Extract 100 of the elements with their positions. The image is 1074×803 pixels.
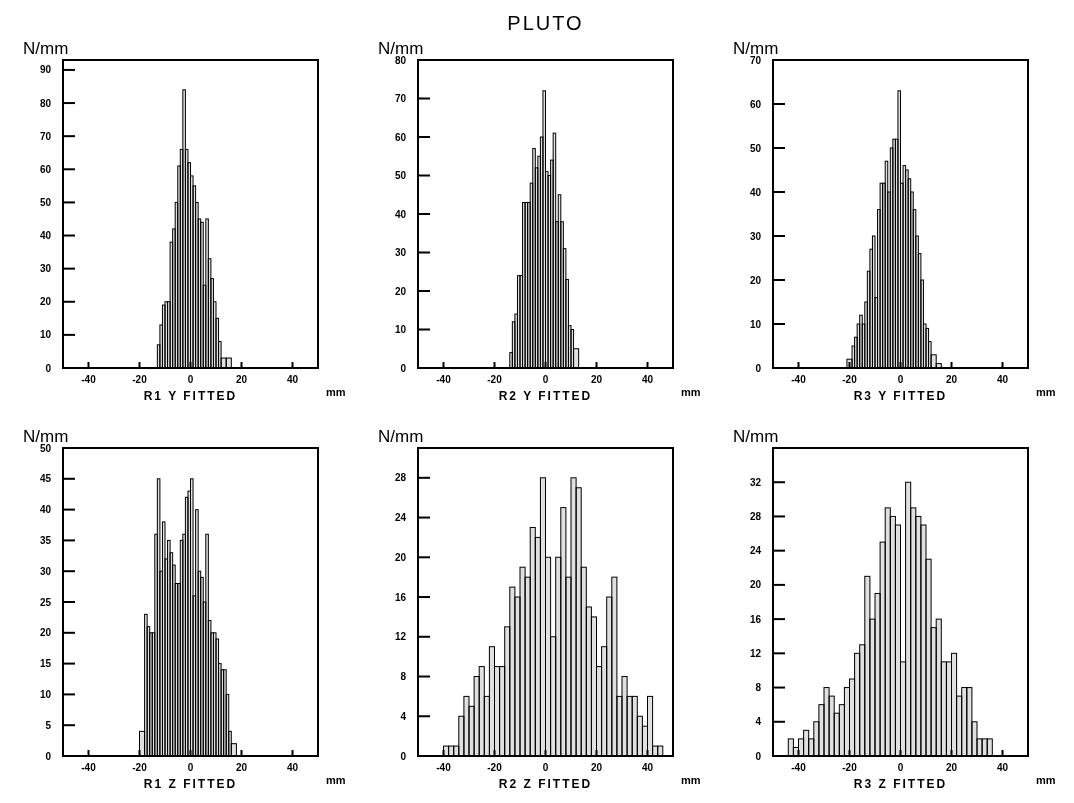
y-tick-label: 28 [394,472,407,484]
y-tick-label: 80 [39,97,52,109]
x-tick-label: 0 [187,374,194,385]
x-axis-title: R3 Z FITTED [853,777,948,791]
x-tick-label: -20 [487,374,503,385]
y-tick-label: 20 [394,285,407,297]
y-tick-label: 8 [400,671,407,683]
text: mm [1036,774,1056,786]
y-tick-label: 20 [749,579,762,591]
y-tick-label: 50 [39,196,52,208]
y-tick-label: 0 [755,362,762,374]
y-tick-label: 70 [39,130,52,142]
x-tick-label: -40 [791,374,807,385]
x-tick-label: -20 [487,762,503,773]
y-tick-label: 10 [39,688,52,700]
y-tick-label: 0 [400,362,407,374]
y-tick-label: 50 [394,170,407,181]
y-tick-label: 28 [749,510,762,522]
y-tick-label: 4 [400,710,407,722]
x-tick-label: 20 [590,374,603,385]
x-tick-label: 40 [286,374,299,385]
y-tick-label: 24 [394,512,407,524]
y-tick-label: 20 [39,627,52,639]
x-tick-label: 0 [897,762,904,773]
y-tick-label: 25 [39,596,52,608]
y-tick-label: 30 [749,230,762,242]
x-tick-label: -20 [132,762,148,773]
y-tick-label: 45 [39,473,52,485]
y-tick-label: 40 [39,230,52,242]
y-tick-label: 15 [39,658,52,670]
y-tick-label: 50 [39,442,52,454]
x-tick-label: 40 [286,762,299,773]
y-tick-label: 20 [39,296,52,308]
x-axis-title: R1 Z FITTED [143,777,238,791]
y-tick-label: 90 [39,64,52,76]
text: mm [681,774,701,786]
y-tick-label: 60 [39,163,52,175]
x-tick-label: 0 [542,374,549,385]
y-tick-label: 12 [394,631,407,643]
y-axis-title: N/mm [378,427,424,446]
y-tick-label: 16 [749,613,762,625]
x-tick-label: -40 [436,374,452,385]
y-axis-title: N/mm [23,39,69,58]
x-tick-label: -40 [791,762,807,773]
y-tick-label: 35 [39,534,52,546]
x-tick-label: 40 [641,374,654,385]
x-tick-label: 40 [996,374,1009,385]
chart-title: PLUTO [507,12,584,34]
y-tick-label: 30 [394,247,407,258]
x-tick-label: -20 [842,762,858,773]
x-tick-label: 40 [641,762,654,773]
x-tick-label: -40 [81,374,97,385]
x-axis-title: R2 Z FITTED [498,777,593,791]
x-tick-label: 20 [235,374,248,385]
y-tick-label: 5 [45,719,52,731]
y-tick-label: 32 [749,476,762,488]
y-axis-title: N/mm [733,427,779,446]
x-tick-label: -40 [81,762,97,773]
y-tick-label: 40 [749,186,762,198]
y-tick-label: 8 [755,682,762,694]
y-tick-label: 60 [749,98,762,110]
x-tick-label: 0 [187,762,194,773]
x-tick-label: -20 [132,374,148,385]
x-tick-label: -20 [842,374,858,385]
x-tick-label: 0 [897,374,904,385]
y-tick-label: 40 [39,504,52,516]
y-tick-label: 20 [394,551,407,563]
text: mm [326,386,346,398]
y-tick-label: 16 [394,591,407,603]
x-axis-title: R2 Y FITTED [498,389,593,403]
x-tick-label: 20 [945,374,958,385]
y-tick-label: 10 [749,318,762,330]
y-tick-label: 70 [394,93,407,104]
x-tick-label: 20 [590,762,603,773]
x-tick-label: 40 [996,762,1009,773]
y-tick-label: 70 [749,54,762,66]
y-tick-label: 12 [749,647,762,659]
y-tick-label: 80 [394,54,407,66]
text: mm [681,386,701,398]
y-tick-label: 30 [39,263,52,275]
y-tick-label: 0 [45,362,52,374]
x-tick-label: 20 [235,762,248,773]
y-tick-label: 30 [39,565,52,577]
y-tick-label: 24 [749,545,762,557]
text: mm [1036,386,1056,398]
y-tick-label: 60 [394,131,407,143]
y-tick-label: 10 [394,324,407,335]
y-tick-label: 20 [749,274,762,286]
y-tick-label: 4 [755,716,762,728]
y-tick-label: 10 [39,329,52,341]
x-axis-title: R3 Y FITTED [853,389,948,403]
y-tick-label: 40 [394,208,407,220]
y-tick-label: 0 [400,750,407,762]
text: mm [326,774,346,786]
y-tick-label: 0 [45,750,52,762]
x-tick-label: 0 [542,762,549,773]
x-tick-label: -40 [436,762,452,773]
y-tick-label: 0 [755,750,762,762]
x-tick-label: 20 [945,762,958,773]
x-axis-title: R1 Y FITTED [143,389,238,403]
